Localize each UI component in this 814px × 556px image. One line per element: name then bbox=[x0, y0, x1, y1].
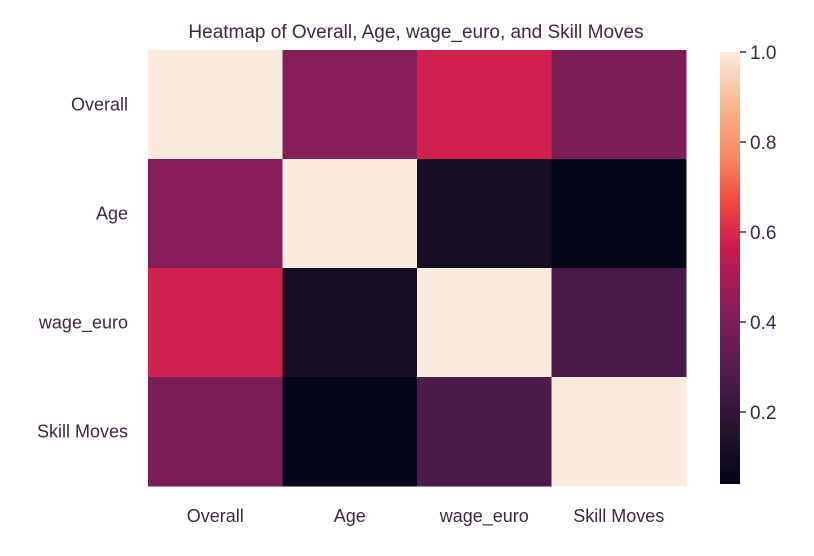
colorbar-ticks: 0.2 0.4 0.6 0.8 1.0 bbox=[740, 43, 777, 424]
colorbar-tick-label: 0.2 bbox=[750, 403, 776, 424]
heatmap-cell-r0-c0 bbox=[148, 50, 283, 160]
heatmap-cell-r1-c1 bbox=[282, 159, 418, 269]
heatmap-cell-r2-c1 bbox=[282, 268, 418, 378]
x-axis-labels: Overall Age wage_euro Skill Moves bbox=[187, 506, 665, 527]
y-tick-label: Overall bbox=[71, 95, 128, 115]
heatmap-cell-r3-c3 bbox=[551, 377, 687, 487]
colorbar bbox=[720, 52, 740, 484]
y-tick-label: Skill Moves bbox=[37, 422, 128, 442]
heatmap-cell-r3-c0 bbox=[148, 377, 283, 487]
y-tick-label: wage_euro bbox=[38, 313, 128, 334]
heatmap-cell-r2-c3 bbox=[551, 268, 687, 378]
colorbar-tick-label: 0.6 bbox=[750, 223, 776, 244]
heatmap-cell-r1-c3 bbox=[551, 159, 687, 269]
heatmap-cells bbox=[148, 50, 687, 487]
y-axis-labels: Overall Age wage_euro Skill Moves bbox=[37, 95, 128, 442]
heatmap-cell-r2-c2 bbox=[417, 268, 552, 378]
x-tick-label: Age bbox=[334, 506, 366, 526]
x-tick-label: Skill Moves bbox=[573, 506, 664, 526]
heatmap-cell-r0-c1 bbox=[282, 50, 418, 160]
heatmap-cell-r2-c0 bbox=[148, 268, 283, 378]
colorbar-tick-label: 0.8 bbox=[750, 133, 776, 154]
x-tick-label: wage_euro bbox=[439, 506, 529, 527]
y-tick-label: Age bbox=[96, 204, 128, 224]
colorbar-tick-label: 1.0 bbox=[750, 43, 776, 64]
colorbar-tick-label: 0.4 bbox=[750, 313, 777, 334]
heatmap-cell-r1-c0 bbox=[148, 159, 283, 269]
heatmap-cell-r0-c2 bbox=[417, 50, 552, 160]
x-tick-label: Overall bbox=[187, 506, 244, 526]
heatmap-cell-r0-c3 bbox=[551, 50, 687, 160]
heatmap-cell-r3-c2 bbox=[417, 377, 552, 487]
heatmap-cell-r1-c2 bbox=[417, 159, 552, 269]
chart-title: Heatmap of Overall, Age, wage_euro, and … bbox=[188, 22, 643, 43]
heatmap-cell-r3-c1 bbox=[282, 377, 418, 487]
